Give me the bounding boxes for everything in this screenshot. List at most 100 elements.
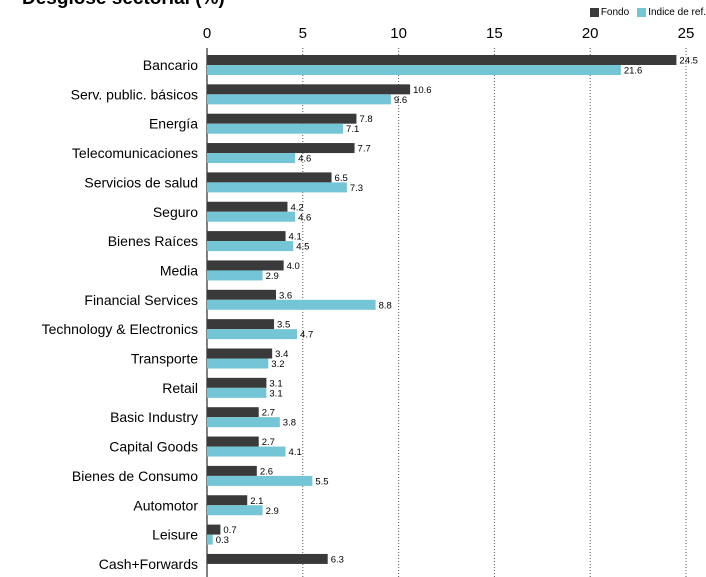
value-label-fondo-energ-a: 7.8 xyxy=(359,114,372,125)
value-label-indice-media: 2.9 xyxy=(266,271,279,282)
x-tick-label-5: 5 xyxy=(299,25,307,42)
value-label-indice-financial-services: 8.8 xyxy=(379,300,392,311)
value-label-indice-automotor: 2.9 xyxy=(266,506,279,517)
value-label-indice-capital-goods: 4.1 xyxy=(289,447,302,458)
category-label-technology-electronics: Technology & Electronics xyxy=(42,321,198,337)
bar-fondo-cash-forwards xyxy=(207,553,328,564)
value-label-fondo-technology-electronics: 3.5 xyxy=(277,320,290,331)
bar-fondo-serv-public-b-sicos xyxy=(207,84,411,95)
bar-indice-transporte xyxy=(207,358,269,369)
value-label-indice-servicios-de-salud: 7.3 xyxy=(350,183,363,194)
category-label-cash-forwards: Cash+Forwards xyxy=(99,556,198,572)
value-label-fondo-seguro: 4.2 xyxy=(290,202,303,213)
legend-swatch-fondo xyxy=(589,8,599,17)
value-label-indice-transporte: 3.2 xyxy=(271,359,284,370)
category-label-automotor: Automotor xyxy=(133,497,198,513)
value-label-indice-seguro: 4.6 xyxy=(298,212,311,223)
category-label-financial-services: Financial Services xyxy=(84,292,198,308)
bar-indice-capital-goods xyxy=(207,446,286,457)
value-label-fondo-capital-goods: 2.7 xyxy=(262,437,275,448)
value-label-fondo-transporte: 3.4 xyxy=(275,349,288,360)
value-label-fondo-bienes-de-consumo: 2.6 xyxy=(260,466,273,477)
category-label-telecomunicaciones: Telecomunicaciones xyxy=(72,145,198,161)
value-label-indice-bienes-ra-ces: 4.5 xyxy=(296,242,309,253)
value-label-indice-bancario: 21.6 xyxy=(624,66,643,77)
bar-fondo-financial-services xyxy=(207,289,276,300)
legend: Fondo Indice de ref. xyxy=(589,7,706,18)
category-label-capital-goods: Capital Goods xyxy=(109,439,198,455)
value-label-indice-technology-electronics: 4.7 xyxy=(300,330,313,341)
bar-indice-media xyxy=(207,270,263,281)
x-tick-label-15: 15 xyxy=(486,25,503,42)
category-label-media: Media xyxy=(160,262,198,278)
bar-indice-energ-a xyxy=(207,123,344,134)
bar-fondo-leisure xyxy=(207,524,221,535)
bar-indice-financial-services xyxy=(207,299,376,310)
bar-fondo-media xyxy=(207,260,284,271)
value-label-fondo-basic-industry: 2.7 xyxy=(262,408,275,419)
category-label-seguro: Seguro xyxy=(153,204,198,220)
bar-indice-bienes-ra-ces xyxy=(207,241,294,252)
bar-fondo-technology-electronics xyxy=(207,319,275,330)
value-label-fondo-leisure: 0.7 xyxy=(223,525,236,536)
category-label-bienes-de-consumo: Bienes de Consumo xyxy=(72,468,198,484)
value-label-indice-serv-public-b-sicos: 9.6 xyxy=(394,95,407,106)
legend-item-indice: Indice de ref. xyxy=(637,7,706,18)
legend-label-indice: Indice de ref. xyxy=(648,7,706,18)
value-label-fondo-telecomunicaciones: 7.7 xyxy=(358,144,371,155)
value-label-fondo-servicios-de-salud: 6.5 xyxy=(335,173,348,184)
category-label-retail: Retail xyxy=(162,380,198,396)
bar-fondo-telecomunicaciones xyxy=(207,143,355,154)
value-label-fondo-retail: 3.1 xyxy=(269,378,282,389)
category-label-transporte: Transporte xyxy=(131,351,198,367)
value-label-indice-retail: 3.1 xyxy=(269,388,282,399)
bar-fondo-bancario xyxy=(207,55,677,65)
legend-item-fondo: Fondo xyxy=(589,7,630,18)
bar-indice-technology-electronics xyxy=(207,329,298,340)
value-label-fondo-financial-services: 3.6 xyxy=(279,290,292,301)
x-tick-label-10: 10 xyxy=(390,25,407,42)
value-label-indice-leisure: 0.3 xyxy=(216,535,229,546)
value-label-indice-energ-a: 7.1 xyxy=(346,124,359,135)
value-label-fondo-cash-forwards: 6.3 xyxy=(331,554,344,565)
bar-fondo-bienes-ra-ces xyxy=(207,231,286,242)
bar-fondo-seguro xyxy=(207,201,288,212)
bar-indice-serv-public-b-sicos xyxy=(207,94,391,105)
bar-indice-bienes-de-consumo xyxy=(207,475,313,486)
legend-label-fondo: Fondo xyxy=(600,7,630,18)
chart-title: Desglose sectorial (%) xyxy=(22,0,225,10)
bar-fondo-retail xyxy=(207,377,267,388)
bar-fondo-basic-industry xyxy=(207,407,259,418)
category-label-leisure: Leisure xyxy=(152,527,198,543)
category-label-energ-a: Energía xyxy=(149,116,198,132)
bar-indice-seguro xyxy=(207,211,296,222)
value-label-fondo-automotor: 2.1 xyxy=(250,496,263,507)
x-tick-label-20: 20 xyxy=(582,25,599,42)
value-label-indice-bienes-de-consumo: 5.5 xyxy=(315,476,328,487)
category-label-basic-industry: Basic Industry xyxy=(110,409,198,425)
bar-indice-basic-industry xyxy=(207,417,280,428)
value-label-fondo-serv-public-b-sicos: 10.6 xyxy=(413,85,432,96)
value-label-fondo-bancario: 24.5 xyxy=(679,56,698,67)
bar-indice-leisure xyxy=(207,534,213,545)
value-label-fondo-media: 4.0 xyxy=(287,261,300,272)
legend-swatch-indice xyxy=(637,8,647,17)
value-label-fondo-bienes-ra-ces: 4.1 xyxy=(289,232,302,243)
category-label-bancario: Bancario xyxy=(143,57,198,73)
bar-indice-retail xyxy=(207,387,267,398)
bar-fondo-servicios-de-salud xyxy=(207,172,332,183)
category-label-serv-public-b-sicos: Serv. public. básicos xyxy=(71,86,198,102)
category-label-servicios-de-salud: Servicios de salud xyxy=(84,174,198,190)
bar-indice-bancario xyxy=(207,65,621,75)
bar-indice-servicios-de-salud xyxy=(207,182,347,193)
bar-indice-automotor xyxy=(207,505,263,516)
bar-indice-telecomunicaciones xyxy=(207,153,296,164)
value-label-indice-telecomunicaciones: 4.6 xyxy=(298,154,311,165)
bar-fondo-capital-goods xyxy=(207,436,259,447)
value-label-indice-basic-industry: 3.8 xyxy=(283,418,296,429)
x-tick-label-0: 0 xyxy=(203,25,211,42)
bar-fondo-transporte xyxy=(207,348,273,359)
category-label-bienes-ra-ces: Bienes Raíces xyxy=(108,233,198,249)
